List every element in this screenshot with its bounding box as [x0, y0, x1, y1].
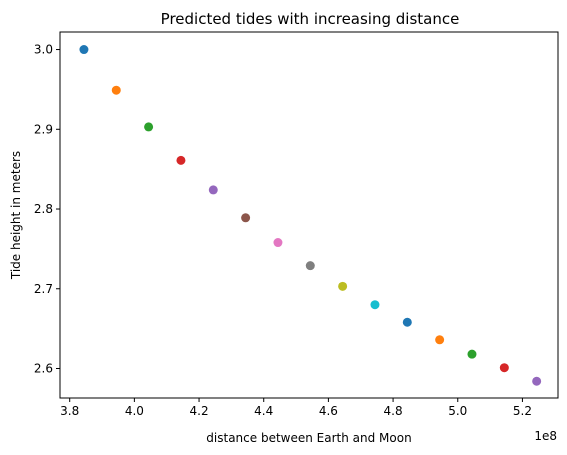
y-tick-label: 2.9: [34, 122, 53, 136]
y-axis: 2.6 2.7 2.8 2.9 3.0: [34, 43, 60, 375]
data-point: [499, 363, 509, 373]
x-tick-label: 4.6: [319, 404, 338, 418]
data-point: [370, 300, 380, 310]
x-tick-label: 5.2: [513, 404, 532, 418]
x-tick-label: 5.0: [448, 404, 467, 418]
x-tick-label: 4.0: [125, 404, 144, 418]
x-tick-label: 3.8: [60, 404, 79, 418]
data-point: [338, 281, 348, 291]
y-tick-label: 2.6: [34, 361, 53, 375]
data-point: [305, 261, 315, 271]
y-axis-label: Tide height in meters: [9, 151, 23, 280]
x-tick-label: 4.8: [384, 404, 403, 418]
data-points: [79, 45, 542, 386]
plot-area: [59, 31, 559, 399]
x-axis-offset-label: 1e8: [534, 429, 557, 443]
data-point: [208, 185, 218, 195]
data-point: [532, 376, 542, 386]
x-axis-label: distance between Earth and Moon: [206, 431, 411, 445]
y-tick-label: 3.0: [34, 43, 53, 57]
x-tick-label: 4.4: [254, 404, 273, 418]
data-point: [176, 155, 186, 165]
data-point: [467, 349, 477, 359]
data-point: [144, 122, 154, 132]
data-point: [402, 317, 412, 327]
data-point: [241, 213, 251, 223]
data-point: [435, 335, 445, 345]
x-tick-label: 4.2: [190, 404, 209, 418]
chart-title: Predicted tides with increasing distance: [161, 10, 460, 28]
x-axis: 3.8 4.0 4.2 4.4 4.6 4.8 5.0 5.2: [60, 398, 532, 418]
y-tick-label: 2.7: [34, 282, 53, 296]
y-tick-label: 2.8: [34, 202, 53, 216]
data-point: [273, 238, 283, 248]
data-point: [79, 45, 89, 55]
data-point: [111, 85, 121, 95]
